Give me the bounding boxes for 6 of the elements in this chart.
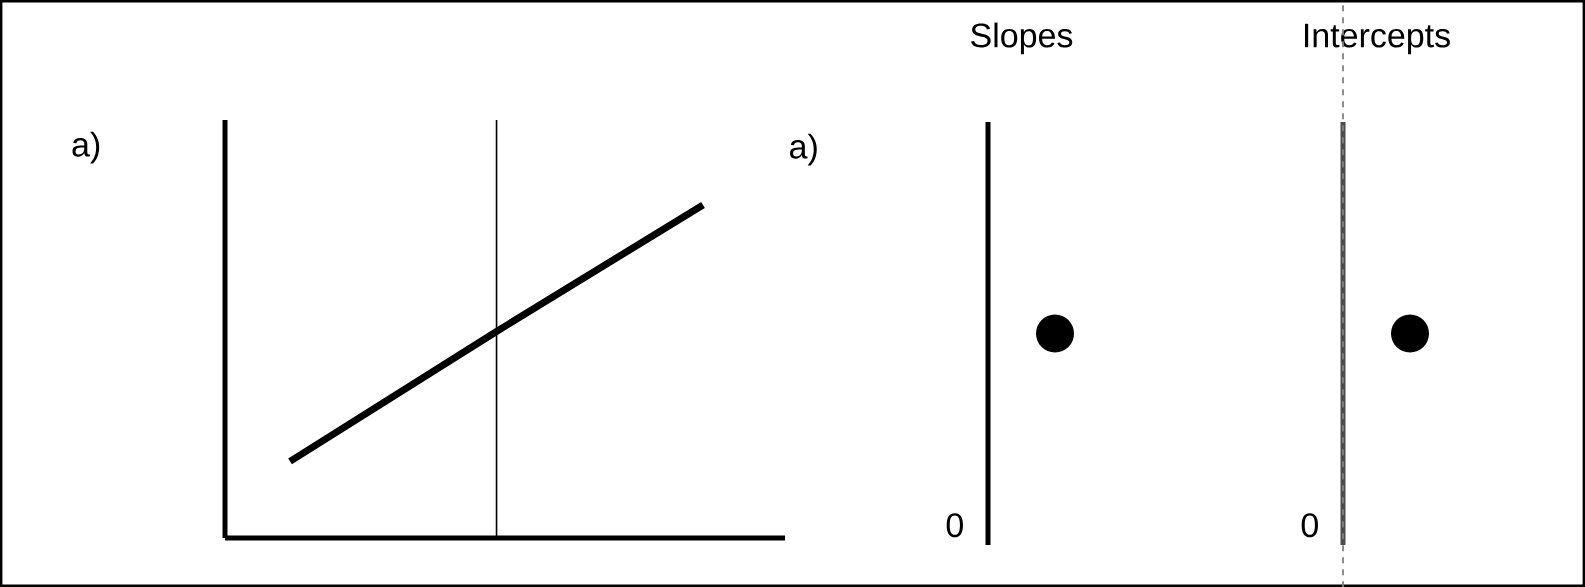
text: Slopes (971, 22, 1073, 55)
text: a) (790, 133, 817, 166)
text: Intercepts (1304, 23, 1450, 55)
text: 0 (1301, 513, 1318, 538)
text: a) (72, 131, 100, 164)
text: 0 (946, 513, 963, 538)
